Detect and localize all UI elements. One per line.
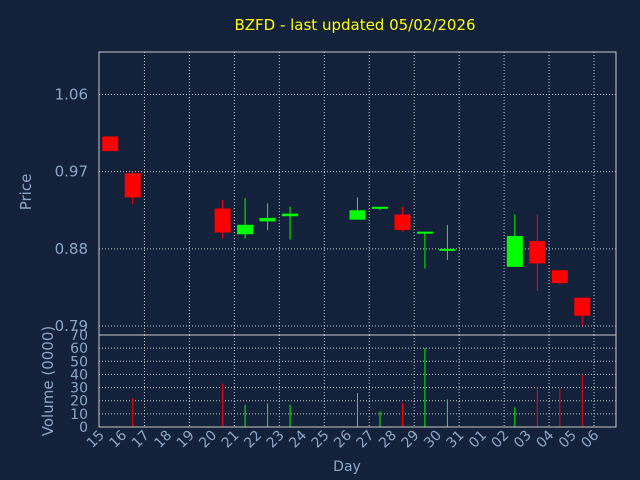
price-axis-label: Price bbox=[17, 174, 35, 211]
volume-tick-label: 0 bbox=[79, 420, 88, 436]
price-tick-label: 0.79 bbox=[55, 317, 88, 335]
volume-tick-label: 20 bbox=[70, 394, 88, 410]
candle-body bbox=[282, 213, 299, 217]
x-axis-label: Day bbox=[333, 459, 361, 475]
candle-body bbox=[416, 231, 433, 234]
candle-body bbox=[102, 136, 119, 152]
price-grid bbox=[99, 52, 616, 335]
candles bbox=[102, 136, 591, 326]
candle-body bbox=[124, 173, 141, 198]
candle-body bbox=[506, 235, 523, 267]
volume-tick-label: 50 bbox=[70, 354, 88, 370]
volume-tick-label: 40 bbox=[70, 367, 88, 383]
candle-body bbox=[529, 241, 546, 264]
candle-body bbox=[349, 210, 366, 220]
candle-body bbox=[439, 248, 456, 251]
volume-tick-label: 10 bbox=[70, 407, 88, 423]
volume-tick-label: 30 bbox=[70, 381, 88, 397]
price-tick-label: 0.88 bbox=[55, 240, 88, 258]
volume-tick-label: 70 bbox=[70, 328, 88, 344]
candle-body bbox=[574, 297, 591, 316]
x-tick-labels: 1516171819202122232425262728293031010203… bbox=[84, 427, 602, 451]
volume-tick-label: 60 bbox=[70, 341, 88, 357]
price-tick-label: 1.06 bbox=[55, 85, 88, 103]
volume-axis-label: Volume (0000) bbox=[39, 326, 57, 436]
candle-body bbox=[259, 217, 276, 222]
chart-title: BZFD - last updated 05/02/2026 bbox=[234, 16, 475, 34]
candle-body bbox=[214, 208, 231, 233]
volume-panel-frame bbox=[98, 334, 617, 428]
price-tick-labels: 1.06 0.97 0.88 0.79 bbox=[55, 85, 88, 335]
candle-body bbox=[237, 224, 254, 235]
candle-body bbox=[394, 214, 411, 230]
price-tick-label: 0.97 bbox=[55, 163, 88, 181]
candle-body bbox=[371, 206, 388, 209]
volume-bars bbox=[132, 348, 583, 427]
candle-body bbox=[551, 270, 568, 284]
